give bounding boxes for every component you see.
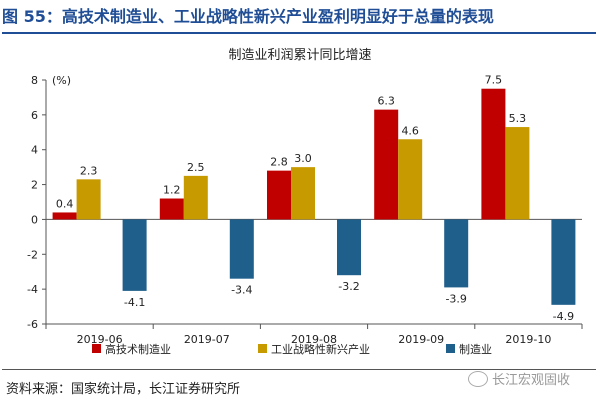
data-label: -4.9: [553, 310, 574, 323]
legend-label: 工业战略性新兴产业: [271, 342, 370, 356]
watermark: 长江宏观固收: [468, 369, 570, 388]
legend-swatch: [92, 344, 101, 353]
data-label: 5.3: [509, 112, 527, 125]
legend-label: 制造业: [459, 342, 492, 356]
data-label: 6.3: [377, 95, 395, 108]
bar-2: [398, 139, 423, 220]
x-tick-label: 2019-10: [505, 333, 551, 346]
y-tick-label: -4: [27, 283, 38, 296]
y-axis-unit: (%): [52, 74, 71, 87]
bar-1: [481, 88, 506, 220]
data-label: -3.2: [338, 280, 359, 293]
data-label: 1.2: [163, 184, 181, 197]
data-label: 3.0: [294, 152, 312, 165]
legend-swatch: [446, 344, 455, 353]
data-label: 7.5: [485, 74, 503, 87]
data-label: 2.3: [80, 164, 98, 177]
data-label: 2.8: [270, 156, 288, 169]
data-label: 2.5: [187, 161, 205, 174]
y-tick-label: 2: [31, 179, 38, 192]
legend-label: 高技术制造业: [105, 342, 171, 356]
bar-2: [291, 167, 315, 220]
chart-title: 制造业利润累计同比增速: [228, 48, 372, 63]
bar-1: [374, 109, 399, 220]
watermark-text: 长江宏观固收: [492, 373, 571, 388]
bar-1: [267, 170, 291, 220]
y-tick-label: 0: [31, 213, 38, 226]
y-tick-label: -6: [27, 318, 38, 331]
x-tick-label: 2019-07: [184, 333, 230, 346]
bar-3: [337, 219, 361, 276]
figure-title: 图 55：高技术制造业、工业战略性新兴产业盈利明显好于总量的表现: [2, 7, 494, 26]
bar-1: [159, 198, 184, 220]
y-tick-label: 8: [31, 74, 38, 87]
x-tick-label: 2019-08: [291, 333, 337, 346]
bar-chart: 8 6 4 2 0 -2 -4 -6 (%) 0.4 2.3 -4.1 2019-06 1.2 2.5 -3.…: [27, 74, 583, 356]
data-label: -3.9: [445, 292, 466, 305]
data-label: 4.6: [401, 124, 419, 137]
bar-2: [76, 179, 101, 220]
data-label: 0.4: [56, 197, 74, 210]
y-tick-label: 6: [31, 109, 38, 122]
bar-3: [122, 219, 147, 291]
source-divider: [2, 369, 596, 370]
bar-1: [52, 212, 77, 220]
x-tick-label: 2019-06: [77, 333, 123, 346]
bar-3: [444, 219, 469, 288]
y-tick-label: -2: [27, 248, 38, 261]
wechat-icon: [468, 370, 488, 387]
data-label: -3.4: [231, 284, 252, 297]
bar-2: [183, 175, 208, 220]
bar-3: [229, 219, 254, 279]
bar-3: [551, 219, 576, 305]
legend-swatch: [258, 344, 267, 353]
title-divider: [2, 32, 596, 34]
x-tick-label: 2019-09: [398, 333, 444, 346]
data-label: -4.1: [124, 296, 145, 309]
source-note: 资料来源：国家统计局，长江证券研究所: [6, 382, 241, 397]
bar-2: [505, 127, 530, 220]
y-tick-label: 4: [31, 144, 38, 157]
